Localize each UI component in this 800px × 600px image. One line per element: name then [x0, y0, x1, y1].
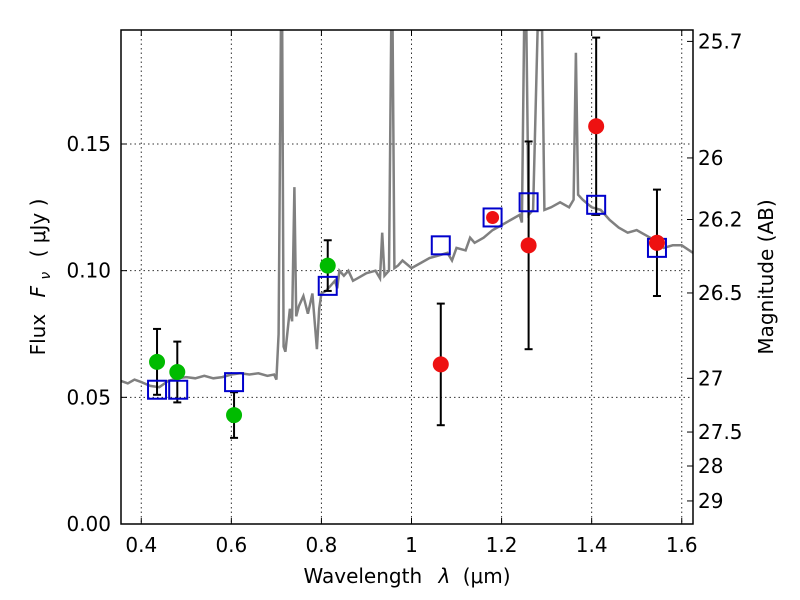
x-axis-unit: (μm): [463, 564, 511, 588]
model-photometry-squares: [147, 192, 667, 400]
x-tick-label: 1: [405, 533, 418, 557]
x-tick-label: 1.4: [576, 533, 608, 557]
right-tick-label: 27: [698, 366, 723, 390]
data-point: [648, 234, 665, 251]
y-tick-label: 0.15: [66, 132, 111, 156]
x-tick-label: 1.6: [666, 533, 698, 557]
y-tick-label: 0.10: [66, 259, 111, 283]
data-point: [169, 364, 186, 380]
right-tick-label: 25.7: [698, 29, 743, 53]
data-point: [588, 118, 605, 135]
y-axis-label: Flux: [26, 314, 50, 356]
right-tick-label: 29: [698, 489, 723, 513]
data-point: [149, 353, 166, 370]
model-photometry-point: [317, 275, 338, 296]
model-photometry-point: [430, 235, 451, 256]
model-photometry-point: [168, 379, 189, 400]
model-photometry-point: [147, 379, 168, 400]
x-tick-label: 0.6: [215, 533, 247, 557]
axis-ticks: [121, 30, 693, 525]
y-axis-unit: ( μJy ): [26, 199, 50, 258]
y-tick-label: 0.00: [66, 512, 111, 536]
grid-lines: [121, 30, 693, 524]
sed-model-line-group: [121, 30, 693, 389]
x-axis-title: Wavelength λ (μm): [303, 564, 510, 588]
right-tick-label: 26: [698, 146, 723, 170]
model-photometry-point: [482, 207, 503, 228]
plot-background: [121, 30, 693, 524]
right-axis-title: Magnitude (AB): [754, 199, 778, 354]
data-point: [432, 356, 449, 373]
observed-photometry-circles: [149, 118, 665, 424]
data-point: [226, 407, 243, 424]
right-tick-label: 26.5: [698, 281, 743, 305]
y-tick-label: 0.05: [66, 385, 111, 409]
model-photometry-point: [518, 192, 539, 213]
right-tick-label: 27.5: [698, 420, 743, 444]
right-tick-label: 26.2: [698, 207, 743, 231]
x-axis-label: Wavelength: [303, 564, 422, 588]
plot-frame: [120, 29, 694, 525]
x-tick-labels: 0.4 0.6 0.8 1 1.2 1.4 1.6: [125, 533, 697, 557]
x-tick-label: 0.4: [125, 533, 157, 557]
model-photometry-point: [224, 372, 245, 393]
x-tick-label: 0.8: [306, 533, 338, 557]
data-point: [520, 237, 537, 254]
right-tick-label: 28: [698, 454, 723, 478]
right-tick-labels: 25.7 26 26.2 26.5 27 27.5 28 29: [698, 29, 743, 513]
data-point: [486, 210, 500, 224]
y-tick-labels: 0.00 0.05 0.10 0.15: [66, 132, 111, 536]
x-tick-label: 1.2: [486, 533, 518, 557]
x-axis-symbol: λ: [438, 564, 451, 588]
data-point: [319, 257, 336, 274]
y-axis-title: Flux F ν ( μJy ): [26, 199, 55, 356]
y-axis-symbol: F: [26, 285, 50, 297]
sed-model-line: [121, 30, 693, 389]
y-axis-subscript: ν: [38, 272, 54, 280]
model-photometry-point: [586, 194, 607, 215]
